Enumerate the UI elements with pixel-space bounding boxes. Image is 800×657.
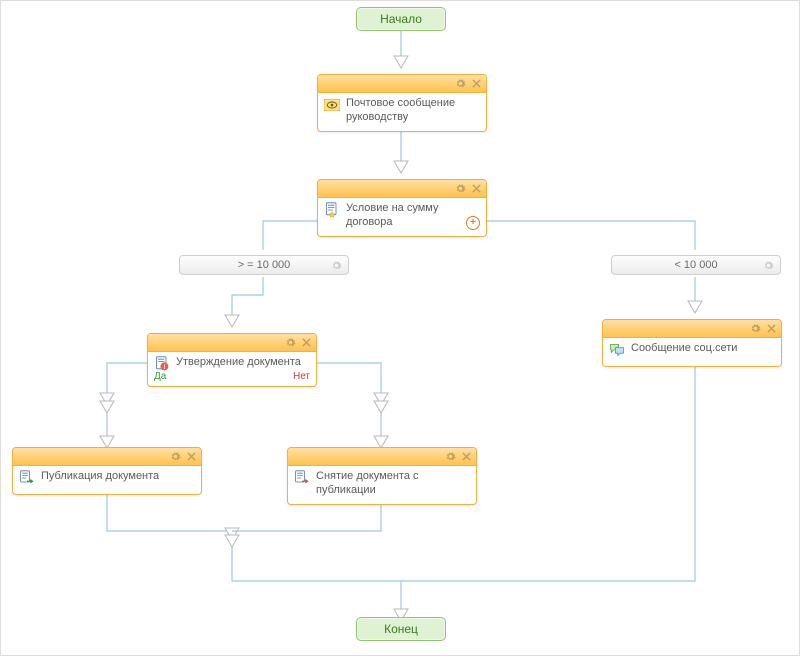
add-branch-icon[interactable]: + bbox=[466, 216, 480, 230]
task-label: Почтовое сообщение руководству bbox=[346, 97, 480, 125]
close-icon[interactable] bbox=[765, 323, 777, 335]
task-header bbox=[318, 75, 486, 93]
task-mail[interactable]: Почтовое сообщение руководству bbox=[317, 74, 487, 132]
task-header bbox=[318, 180, 486, 198]
close-icon[interactable] bbox=[185, 451, 197, 463]
task-publish[interactable]: Публикация документа bbox=[12, 447, 202, 495]
gear-icon[interactable] bbox=[762, 259, 774, 271]
task-condition[interactable]: Условие на сумму договора + bbox=[317, 179, 487, 237]
chat-icon bbox=[609, 342, 625, 358]
close-icon[interactable] bbox=[300, 337, 312, 349]
task-label: Условие на сумму договора bbox=[346, 202, 480, 230]
task-header bbox=[603, 320, 781, 338]
task-social[interactable]: Сообщение соц.сети bbox=[602, 319, 782, 367]
start-label: Начало bbox=[380, 12, 422, 26]
branch-lt-10000[interactable]: < 10 000 bbox=[611, 255, 781, 275]
task-label: Утверждение документа bbox=[176, 356, 301, 370]
gear-icon[interactable] bbox=[284, 337, 296, 349]
close-icon[interactable] bbox=[470, 183, 482, 195]
doc-arrow-icon bbox=[294, 470, 310, 486]
doc-star-icon bbox=[324, 202, 340, 218]
eye-icon bbox=[324, 97, 340, 113]
yes-label: Да bbox=[154, 371, 166, 382]
branch-label: > = 10 000 bbox=[238, 259, 291, 271]
task-label: Снятие документа с публикации bbox=[316, 470, 470, 498]
doc-warn-icon: ! bbox=[154, 356, 170, 372]
end-label: Конец bbox=[384, 622, 418, 636]
gear-icon[interactable] bbox=[749, 323, 761, 335]
start-terminal[interactable]: Начало bbox=[356, 7, 446, 31]
doc-arrow-icon bbox=[19, 470, 35, 486]
task-approve[interactable]: ! Утверждение документа Да Нет bbox=[147, 333, 317, 387]
svg-text:!: ! bbox=[163, 364, 165, 371]
task-header bbox=[13, 448, 201, 466]
task-header bbox=[288, 448, 476, 466]
gear-icon[interactable] bbox=[169, 451, 181, 463]
branch-ge-10000[interactable]: > = 10 000 bbox=[179, 255, 349, 275]
workflow-canvas: Начало Конец Почтовое сообщение руководс… bbox=[0, 0, 800, 656]
task-label: Сообщение соц.сети bbox=[631, 342, 737, 356]
branch-label: < 10 000 bbox=[674, 259, 717, 271]
gear-icon[interactable] bbox=[444, 451, 456, 463]
gear-icon[interactable] bbox=[330, 259, 342, 271]
task-label: Публикация документа bbox=[41, 470, 159, 484]
gear-icon[interactable] bbox=[454, 78, 466, 90]
task-unpublish[interactable]: Снятие документа с публикации bbox=[287, 447, 477, 505]
gear-icon[interactable] bbox=[454, 183, 466, 195]
close-icon[interactable] bbox=[460, 451, 472, 463]
task-header bbox=[148, 334, 316, 352]
no-label: Нет bbox=[293, 371, 310, 382]
end-terminal[interactable]: Конец bbox=[356, 617, 446, 641]
close-icon[interactable] bbox=[470, 78, 482, 90]
